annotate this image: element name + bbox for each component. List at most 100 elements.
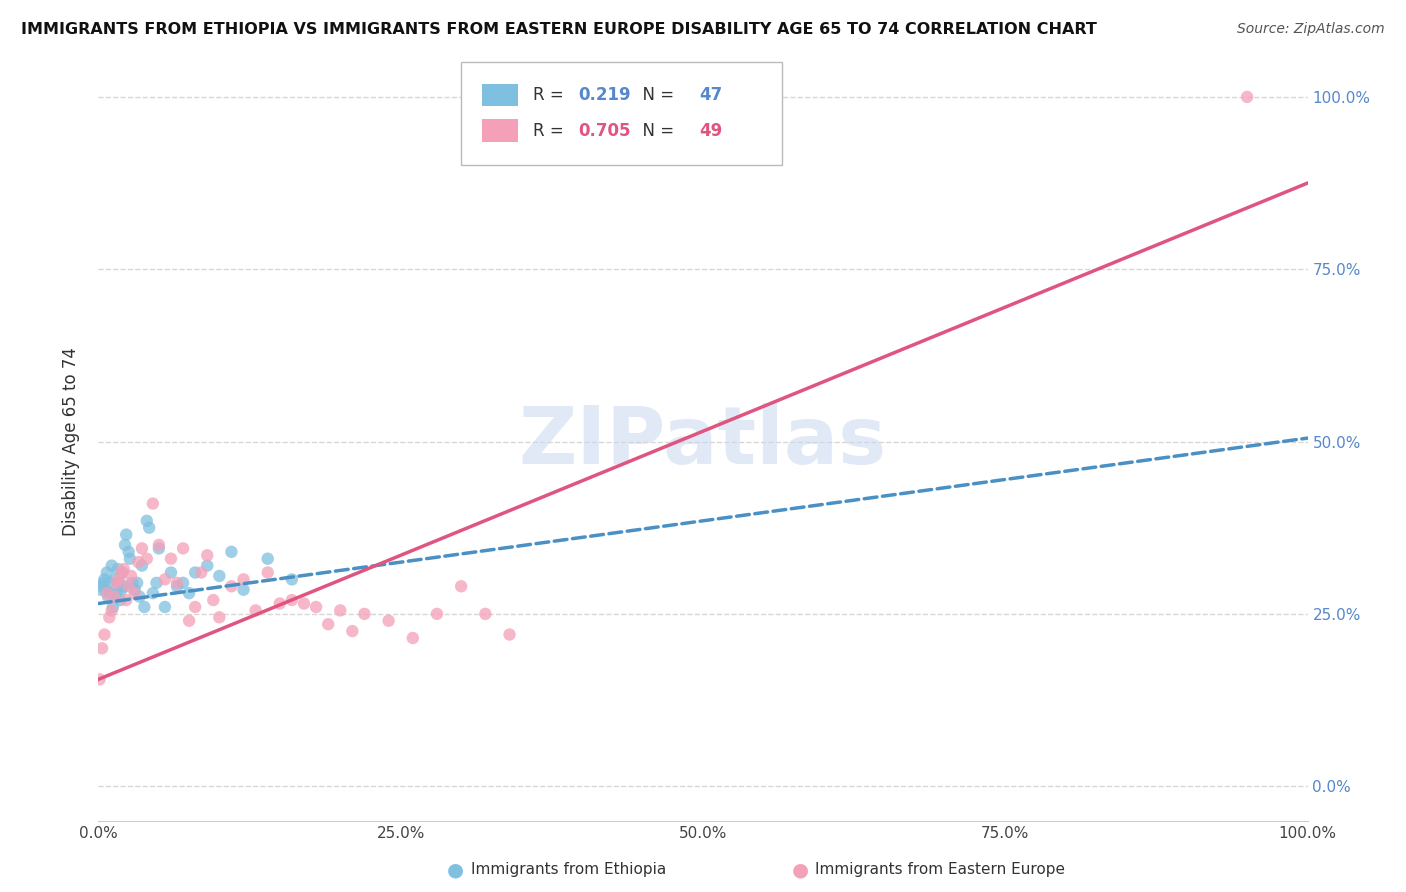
Point [98, 575, 121, 590]
Point [221, 579, 243, 593]
Point [353, 607, 375, 621]
Point [93, 573, 115, 587]
Point [110, 566, 132, 580]
Point [245, 603, 267, 617]
Point [1236, 90, 1258, 104]
Point [127, 575, 149, 590]
Point [184, 566, 207, 580]
Point [316, 617, 339, 632]
Point [190, 566, 212, 580]
Text: R =: R = [533, 86, 568, 104]
Point [256, 551, 278, 566]
Point [108, 593, 131, 607]
Point [148, 541, 170, 556]
Point [172, 575, 194, 590]
Point [91, 579, 114, 593]
Point [138, 521, 160, 535]
Point [112, 579, 135, 593]
Point [160, 566, 183, 580]
Point [184, 599, 207, 614]
Point [128, 590, 150, 604]
Point [105, 575, 128, 590]
Text: R =: R = [533, 121, 568, 140]
Point [108, 573, 131, 587]
Point [305, 599, 328, 614]
Point [232, 582, 254, 597]
Point [108, 575, 131, 590]
Point [202, 593, 225, 607]
Point [89, 673, 111, 687]
Point [342, 624, 364, 639]
Point [172, 541, 194, 556]
FancyBboxPatch shape [482, 84, 517, 106]
FancyBboxPatch shape [482, 120, 517, 142]
Point [153, 573, 176, 587]
Point [90, 582, 112, 597]
Point [118, 551, 141, 566]
Text: 0.705: 0.705 [578, 121, 631, 140]
Point [179, 586, 201, 600]
Point [105, 586, 128, 600]
Point [100, 586, 122, 600]
Point [115, 593, 138, 607]
Point [166, 579, 188, 593]
Point [115, 527, 138, 541]
Text: 47: 47 [699, 86, 723, 104]
Point [97, 590, 120, 604]
Point [195, 548, 218, 563]
Point [208, 569, 231, 583]
FancyBboxPatch shape [461, 62, 782, 165]
Point [377, 614, 399, 628]
Point [93, 627, 115, 641]
Point [221, 545, 243, 559]
Point [121, 575, 143, 590]
Point [281, 573, 304, 587]
Point [498, 627, 520, 641]
Point [145, 575, 167, 590]
Point [118, 545, 141, 559]
Point [127, 555, 149, 569]
Point [474, 607, 496, 621]
Point [110, 582, 132, 597]
Point [96, 586, 118, 600]
Point [153, 599, 176, 614]
Point [100, 558, 122, 573]
Text: Source: ZipAtlas.com: Source: ZipAtlas.com [1237, 22, 1385, 37]
Point [142, 586, 165, 600]
Text: Immigrants from Eastern Europe: Immigrants from Eastern Europe [815, 863, 1066, 877]
Text: ZIPatlas: ZIPatlas [519, 402, 887, 481]
Point [114, 538, 136, 552]
Text: 0.219: 0.219 [578, 86, 631, 104]
Point [124, 582, 146, 597]
Text: N =: N = [631, 121, 679, 140]
Point [124, 586, 146, 600]
Point [166, 575, 188, 590]
Point [107, 562, 129, 576]
Point [98, 610, 121, 624]
Point [131, 541, 153, 556]
Point [450, 579, 472, 593]
Point [292, 597, 315, 611]
Point [426, 607, 449, 621]
Point [91, 575, 114, 590]
Point [120, 569, 142, 583]
Point [104, 573, 127, 587]
Point [100, 603, 122, 617]
Point [103, 590, 125, 604]
Point [402, 631, 425, 645]
Text: IMMIGRANTS FROM ETHIOPIA VS IMMIGRANTS FROM EASTERN EUROPE DISABILITY AGE 65 TO : IMMIGRANTS FROM ETHIOPIA VS IMMIGRANTS F… [21, 22, 1097, 37]
Point [134, 599, 156, 614]
Text: ●: ● [792, 860, 808, 880]
Point [135, 551, 157, 566]
Point [103, 590, 125, 604]
Point [131, 558, 153, 573]
Point [118, 579, 141, 593]
Text: Immigrants from Ethiopia: Immigrants from Ethiopia [471, 863, 666, 877]
Point [135, 514, 157, 528]
Point [101, 599, 124, 614]
Point [269, 597, 291, 611]
Point [112, 562, 135, 576]
Text: ●: ● [447, 860, 464, 880]
Point [111, 566, 134, 580]
Point [329, 603, 352, 617]
